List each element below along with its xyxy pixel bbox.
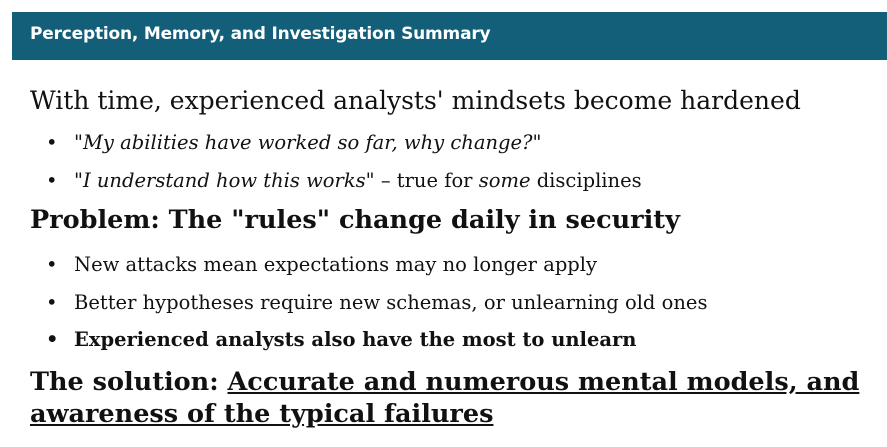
solution-line-2: awareness of the typical failures (30, 399, 493, 429)
bullet-text: Better hypotheses require new schemas, o… (74, 291, 708, 314)
bullet-quote: "My abilities have worked so far, why ch… (74, 131, 542, 154)
solution-line-1: The solution: Accurate and numerous ment… (30, 367, 859, 397)
bullet-text: disciplines (530, 169, 642, 192)
bullet-emphasis: some (478, 169, 531, 192)
slide-title: Perception, Memory, and Investigation Su… (30, 24, 491, 44)
solution-text: Accurate and numerous mental models, and (227, 367, 860, 397)
bullet-item: • New attacks mean expectations may no lo… (46, 253, 597, 276)
bullet-item: • "My abilities have worked so far, why c… (46, 131, 541, 154)
solution-prefix: The solution: (30, 367, 228, 397)
problem-heading: Problem: The "rules" change daily in sec… (30, 205, 680, 235)
bullet-marker: • (46, 253, 58, 276)
title-bar: Perception, Memory, and Investigation Su… (12, 12, 887, 60)
intro-statement: With time, experienced analysts' mindset… (30, 86, 801, 115)
bullet-marker: • (46, 169, 58, 192)
bullet-text: New attacks mean expectations may no lon… (74, 253, 598, 276)
bullet-item: • "I understand how this works" – true fo… (46, 169, 642, 192)
bullet-item: • Experienced analysts also have the most… (46, 328, 636, 351)
bullet-text: Experienced analysts also have the most … (74, 328, 637, 351)
bullet-text: – true for (374, 169, 479, 192)
bullet-marker: • (46, 328, 59, 351)
solution-text: awareness of the typical failures (30, 399, 494, 429)
bullet-marker: • (46, 291, 58, 314)
bullet-marker: • (46, 131, 58, 154)
bullet-item: • Better hypotheses require new schemas, … (46, 291, 707, 314)
bullet-quote: "I understand how this works" (74, 169, 375, 192)
